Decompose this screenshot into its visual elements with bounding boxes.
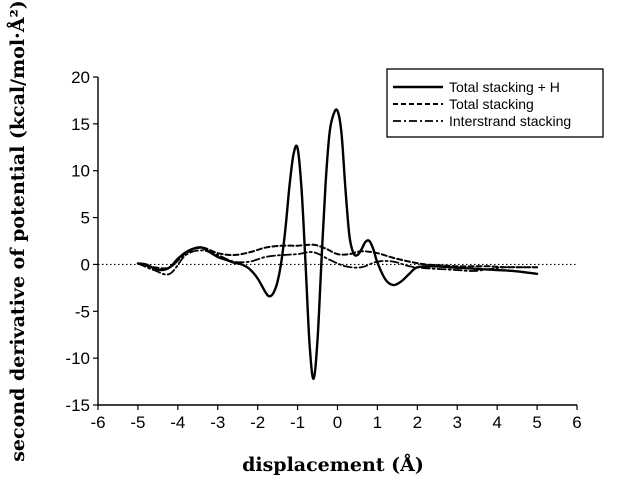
series-line-interstrand-stacking [137,249,538,276]
y-tick-label: -15 [65,396,90,415]
x-tick-label: -3 [210,413,225,432]
x-tick-label: 1 [373,413,382,432]
x-tick-label: -2 [250,413,265,432]
x-tick-label: 3 [453,413,462,432]
legend: Total stacking + H Total stacking Inters… [386,68,604,138]
x-tick-label: 0 [333,413,342,432]
y-tick-label: -5 [75,302,90,321]
y-axis-title: second derivative of potential (kcal/mol… [6,0,29,462]
x-tick-label: -6 [90,413,105,432]
x-tick-label: 5 [532,413,541,432]
y-tick-label: 10 [71,162,90,181]
series-line-total-stacking [136,243,539,270]
y-tick-label: -10 [65,349,90,368]
x-tick-label: 6 [572,413,581,432]
x-axis-title: displacement (Å) [242,453,424,476]
y-tick-label: 0 [81,255,90,274]
legend-label-total-stacking-h: Total stacking + H [449,79,560,95]
x-tick-label: -4 [170,413,185,432]
x-tick-label: 4 [492,413,501,432]
x-tick-label: 2 [413,413,422,432]
x-tick-label: -5 [130,413,145,432]
legend-box [386,68,604,138]
y-tick-label: 5 [81,209,90,228]
legend-label-total-stacking: Total stacking [449,96,534,112]
x-tick-label: -1 [290,413,305,432]
series-line-total-stacking-h [136,108,539,380]
y-tick-label: 20 [71,68,90,87]
legend-label-interstrand-stacking: Interstrand stacking [449,113,571,129]
y-tick-label: 15 [71,115,90,134]
